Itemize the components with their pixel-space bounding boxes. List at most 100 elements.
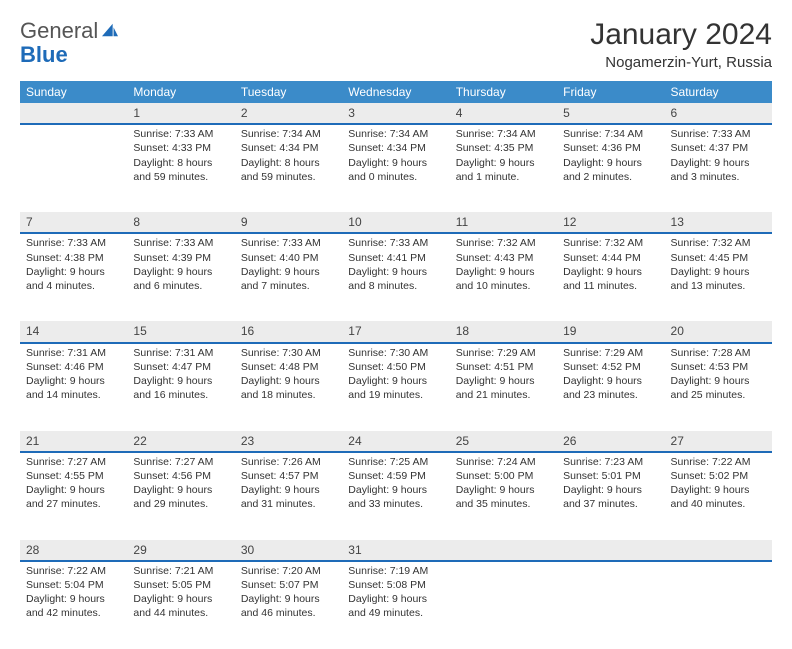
logo-sail-icon [100, 18, 120, 44]
daylight-text: Daylight: 9 hours [241, 592, 336, 606]
day-detail-row: Sunrise: 7:27 AMSunset: 4:55 PMDaylight:… [20, 452, 772, 540]
daylight-text2: and 21 minutes. [456, 388, 551, 402]
day-cell: Sunrise: 7:26 AMSunset: 4:57 PMDaylight:… [235, 452, 342, 540]
day-number: 27 [665, 431, 772, 452]
sunrise-text: Sunrise: 7:23 AM [563, 455, 658, 469]
day-number: 19 [557, 321, 664, 342]
day-cell: Sunrise: 7:22 AMSunset: 5:02 PMDaylight:… [665, 452, 772, 540]
sunrise-text: Sunrise: 7:31 AM [26, 346, 121, 360]
sunset-text: Sunset: 5:07 PM [241, 578, 336, 592]
daylight-text: Daylight: 8 hours [133, 156, 228, 170]
daylight-text2: and 44 minutes. [133, 606, 228, 620]
day-number: 31 [342, 540, 449, 561]
daylight-text: Daylight: 9 hours [26, 483, 121, 497]
sunset-text: Sunset: 5:04 PM [26, 578, 121, 592]
sunrise-text: Sunrise: 7:34 AM [241, 127, 336, 141]
daylight-text2: and 16 minutes. [133, 388, 228, 402]
calendar-table: SundayMondayTuesdayWednesdayThursdayFrid… [20, 81, 772, 649]
day-cell: Sunrise: 7:32 AMSunset: 4:45 PMDaylight:… [665, 233, 772, 321]
day-cell: Sunrise: 7:23 AMSunset: 5:01 PMDaylight:… [557, 452, 664, 540]
daylight-text2: and 0 minutes. [348, 170, 443, 184]
sunrise-text: Sunrise: 7:22 AM [26, 564, 121, 578]
day-cell: Sunrise: 7:24 AMSunset: 5:00 PMDaylight:… [450, 452, 557, 540]
sunset-text: Sunset: 4:50 PM [348, 360, 443, 374]
weekday-header-row: SundayMondayTuesdayWednesdayThursdayFrid… [20, 81, 772, 103]
day-detail-row: Sunrise: 7:31 AMSunset: 4:46 PMDaylight:… [20, 343, 772, 431]
daylight-text2: and 23 minutes. [563, 388, 658, 402]
day-cell: Sunrise: 7:27 AMSunset: 4:56 PMDaylight:… [127, 452, 234, 540]
daylight-text2: and 42 minutes. [26, 606, 121, 620]
day-number: 9 [235, 212, 342, 233]
daylight-text: Daylight: 9 hours [563, 483, 658, 497]
day-cell: Sunrise: 7:32 AMSunset: 4:43 PMDaylight:… [450, 233, 557, 321]
sunset-text: Sunset: 4:55 PM [26, 469, 121, 483]
sunrise-text: Sunrise: 7:33 AM [241, 236, 336, 250]
day-number: 16 [235, 321, 342, 342]
daylight-text2: and 11 minutes. [563, 279, 658, 293]
day-number: 17 [342, 321, 449, 342]
daylight-text: Daylight: 9 hours [133, 483, 228, 497]
header: GeneralBlue January 2024 Nogamerzin-Yurt… [20, 18, 772, 71]
day-cell: Sunrise: 7:31 AMSunset: 4:47 PMDaylight:… [127, 343, 234, 431]
daylight-text: Daylight: 9 hours [456, 374, 551, 388]
day-cell: Sunrise: 7:21 AMSunset: 5:05 PMDaylight:… [127, 561, 234, 649]
sunset-text: Sunset: 4:43 PM [456, 251, 551, 265]
day-cell [665, 561, 772, 649]
day-cell: Sunrise: 7:34 AMSunset: 4:34 PMDaylight:… [235, 124, 342, 212]
day-cell: Sunrise: 7:29 AMSunset: 4:52 PMDaylight:… [557, 343, 664, 431]
sunset-text: Sunset: 4:52 PM [563, 360, 658, 374]
day-cell: Sunrise: 7:27 AMSunset: 4:55 PMDaylight:… [20, 452, 127, 540]
daynum-row: 14151617181920 [20, 321, 772, 342]
day-number: 20 [665, 321, 772, 342]
sunset-text: Sunset: 4:51 PM [456, 360, 551, 374]
page-title: January 2024 [590, 18, 772, 52]
day-number [557, 540, 664, 561]
daylight-text2: and 31 minutes. [241, 497, 336, 511]
logo-text-general: General [20, 18, 98, 44]
weekday-header: Tuesday [235, 81, 342, 103]
day-cell: Sunrise: 7:33 AMSunset: 4:39 PMDaylight:… [127, 233, 234, 321]
sunrise-text: Sunrise: 7:34 AM [456, 127, 551, 141]
sunrise-text: Sunrise: 7:32 AM [671, 236, 766, 250]
daylight-text2: and 2 minutes. [563, 170, 658, 184]
sunset-text: Sunset: 4:35 PM [456, 141, 551, 155]
day-number: 10 [342, 212, 449, 233]
day-number: 25 [450, 431, 557, 452]
day-number: 2 [235, 103, 342, 124]
daynum-row: 21222324252627 [20, 431, 772, 452]
day-number: 5 [557, 103, 664, 124]
sunrise-text: Sunrise: 7:30 AM [348, 346, 443, 360]
day-number: 14 [20, 321, 127, 342]
logo: GeneralBlue [20, 18, 120, 68]
sunset-text: Sunset: 5:08 PM [348, 578, 443, 592]
daynum-row: 28293031 [20, 540, 772, 561]
day-number: 12 [557, 212, 664, 233]
daylight-text: Daylight: 9 hours [456, 156, 551, 170]
sunset-text: Sunset: 4:36 PM [563, 141, 658, 155]
day-number: 3 [342, 103, 449, 124]
sunrise-text: Sunrise: 7:34 AM [563, 127, 658, 141]
sunset-text: Sunset: 4:53 PM [671, 360, 766, 374]
daylight-text2: and 14 minutes. [26, 388, 121, 402]
day-number: 13 [665, 212, 772, 233]
sunrise-text: Sunrise: 7:24 AM [456, 455, 551, 469]
sunset-text: Sunset: 5:05 PM [133, 578, 228, 592]
day-number: 23 [235, 431, 342, 452]
daylight-text2: and 59 minutes. [133, 170, 228, 184]
daylight-text: Daylight: 9 hours [671, 265, 766, 279]
day-number [450, 540, 557, 561]
sunset-text: Sunset: 4:38 PM [26, 251, 121, 265]
daylight-text: Daylight: 9 hours [563, 265, 658, 279]
sunset-text: Sunset: 4:56 PM [133, 469, 228, 483]
day-number [20, 103, 127, 124]
daylight-text: Daylight: 9 hours [348, 592, 443, 606]
daylight-text2: and 7 minutes. [241, 279, 336, 293]
day-cell: Sunrise: 7:31 AMSunset: 4:46 PMDaylight:… [20, 343, 127, 431]
day-number: 30 [235, 540, 342, 561]
sunrise-text: Sunrise: 7:27 AM [133, 455, 228, 469]
day-number: 22 [127, 431, 234, 452]
daylight-text: Daylight: 9 hours [26, 374, 121, 388]
daylight-text2: and 33 minutes. [348, 497, 443, 511]
daylight-text: Daylight: 9 hours [26, 265, 121, 279]
daylight-text2: and 13 minutes. [671, 279, 766, 293]
